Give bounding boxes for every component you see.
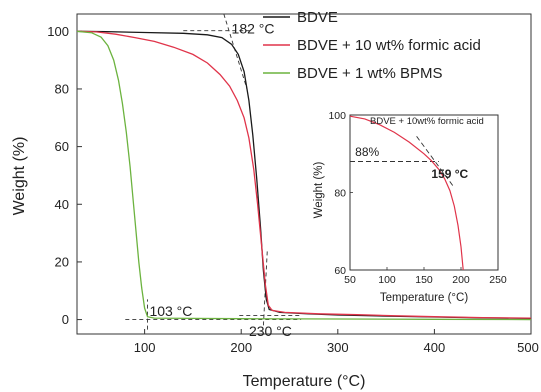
inset-y-tick-label: 60 <box>334 265 346 277</box>
legend: BDVE BDVE + 10 wt% formic acid BDVE + 1 … <box>263 9 481 82</box>
inset-title: BDVE + 10wt% formic acid <box>370 116 484 127</box>
series-line-bdve-1-wt-bpms <box>76 30 532 321</box>
y-tick-label: 100 <box>47 24 69 39</box>
inset-annotations: 88% 159 °C <box>355 145 468 181</box>
inset-x-tick-label: 200 <box>452 274 470 286</box>
inset-series-group <box>349 115 464 271</box>
x-tick-label: 200 <box>230 340 252 355</box>
inset-x-tick-label: 50 <box>344 274 356 286</box>
inset-axis-ticks: 50 100 150 200 250 60 80 100 <box>328 110 506 286</box>
inset-y-tick-label: 100 <box>328 110 346 122</box>
inset-x-tick-label: 150 <box>415 274 433 286</box>
inset-y-axis-label: Weight (%) <box>313 162 325 219</box>
legend-label-formic: BDVE + 10 wt% formic acid <box>297 37 481 54</box>
y-tick-label: 0 <box>62 312 69 327</box>
legend-label-bpms: BDVE + 1 wt% BPMS <box>297 65 442 82</box>
y-tick-label: 80 <box>55 81 69 96</box>
y-tick-label: 60 <box>55 139 69 154</box>
annotation-label: 230 °C <box>249 323 292 339</box>
tangent-guide-line <box>223 13 248 90</box>
series-line-bdve-10-wt-formic-acid <box>76 30 532 319</box>
inset-y-tick-label: 80 <box>334 188 346 200</box>
x-tick-label: 500 <box>517 340 539 355</box>
inset-series-line <box>349 115 464 271</box>
x-tick-label: 400 <box>424 340 446 355</box>
inset-tangent-guide-line <box>416 136 454 187</box>
legend-label-bdve: BDVE <box>297 9 338 26</box>
inset-x-tick-label: 250 <box>489 274 507 286</box>
main-annotations: 182 °C 103 °C 230 °C <box>149 20 291 339</box>
y-tick-label: 40 <box>55 197 69 212</box>
y-tick-label: 20 <box>55 254 69 269</box>
inset-annotation-label: 159 °C <box>431 167 468 181</box>
series-line-bdve <box>76 30 532 320</box>
x-tick-label: 100 <box>134 340 156 355</box>
inset-tangent-guides <box>350 136 454 187</box>
main-y-axis-label: Weight (%) <box>11 137 28 216</box>
inset-annotation-label: 88% <box>355 145 379 159</box>
annotation-label: 182 °C <box>232 20 275 36</box>
main-x-axis-label: Temperature (°C) <box>243 373 366 390</box>
main-series-group <box>76 30 532 321</box>
inset-x-tick-label: 100 <box>378 274 396 286</box>
main-axis-ticks: 100 200 300 400 500 0 20 40 60 80 100 <box>47 24 539 355</box>
inset-plot-frame <box>349 114 499 271</box>
x-tick-label: 300 <box>327 340 349 355</box>
inset-chart: 50 100 150 200 250 60 80 100 88% 159 °C BDVE + 1… <box>313 110 507 304</box>
inset-x-axis-label: Temperature (°C) <box>380 292 468 304</box>
annotation-label: 103 °C <box>149 303 192 319</box>
